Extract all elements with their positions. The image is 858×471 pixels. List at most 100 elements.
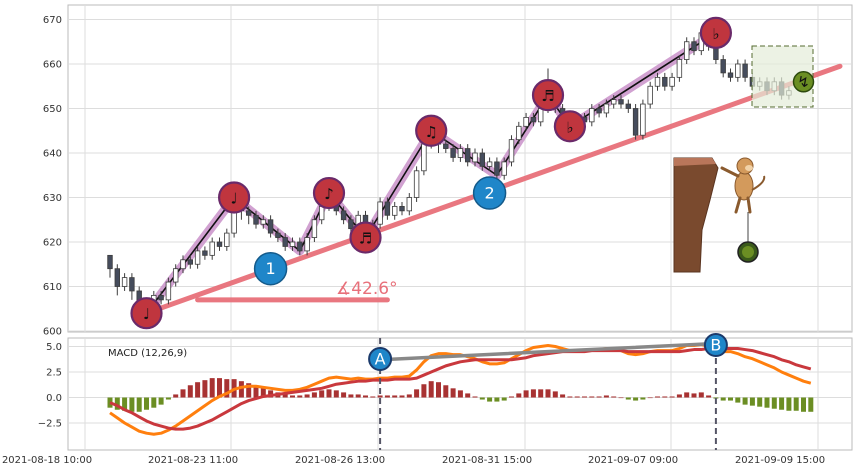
macd-histogram-bar (465, 393, 471, 398)
candle (691, 37, 697, 56)
candle (202, 246, 208, 260)
macd-histogram-bar (552, 391, 558, 398)
x-tick-label: 2021-08-23 11:00 (148, 455, 238, 466)
candle (654, 72, 661, 91)
macd-histogram-bar (326, 389, 332, 398)
candle (413, 166, 420, 202)
macd-histogram-bar (297, 395, 303, 398)
macd-histogram-bar (625, 397, 631, 400)
candle-body (494, 161, 500, 176)
macd-histogram-bar (676, 394, 682, 398)
candle-body (129, 277, 135, 292)
candle (224, 228, 230, 251)
zigzag-layer (142, 28, 721, 318)
macd-histogram-bar (158, 397, 164, 405)
candle-body (399, 205, 405, 212)
note-marker: ♪ (312, 176, 346, 210)
macd-histogram-bar (706, 395, 712, 398)
candle-body (486, 161, 493, 167)
macd-histogram-bar (662, 396, 668, 398)
x-tick-label: 2021-09-09 15:00 (735, 455, 825, 466)
note-glyph: ♪ (324, 185, 334, 203)
candle (625, 99, 631, 113)
macd-histogram-bar (611, 396, 617, 398)
note-circle (218, 181, 251, 214)
macd-histogram-bar (253, 385, 259, 398)
candle-body (691, 41, 697, 52)
macd-histogram-bar (384, 395, 390, 398)
candle (735, 59, 741, 82)
candle-body (172, 268, 179, 283)
macd-histogram-bar (268, 390, 274, 398)
macd-histogram-bar (618, 397, 624, 399)
candle (662, 72, 668, 91)
monkey-tail (751, 175, 766, 191)
candle (669, 72, 675, 91)
macd-histogram-bar (538, 389, 544, 398)
candle-body (245, 210, 252, 216)
macd-histogram-bar (392, 395, 398, 398)
price-tick-label: 670 (43, 15, 62, 26)
candle (516, 121, 522, 145)
note-glyph: ♭ (712, 25, 719, 43)
macd-histogram-bar (771, 397, 777, 409)
signal-text: B (710, 336, 721, 355)
macd-histogram-bar (720, 397, 726, 401)
macd-tick-label: −2.5 (38, 419, 62, 430)
macd-histogram-bar (122, 397, 128, 411)
monkey-icon (720, 157, 766, 263)
macd-histogram-bar (129, 397, 135, 412)
candle (596, 104, 602, 118)
candle-body (297, 241, 303, 252)
candle-body (209, 241, 215, 256)
note-marker: ♬ (349, 221, 382, 254)
candle-body (114, 268, 120, 287)
wave-marker: 1 (253, 251, 288, 286)
candle (216, 237, 223, 251)
macd-histogram-bar (669, 396, 675, 398)
macd-histogram-bar (348, 394, 354, 398)
candle (165, 277, 172, 305)
macd-histogram-bar (436, 382, 441, 398)
candle (209, 237, 215, 260)
candle-body (348, 219, 354, 230)
macd-histogram-bar (421, 384, 427, 398)
price-tick-label: 600 (43, 327, 62, 338)
candle-body (472, 152, 478, 163)
macd-histogram-bar (246, 383, 252, 398)
candle (618, 95, 624, 109)
angle-label: ∡42.6° (336, 279, 398, 299)
marker-layer: ♩ ♩ 1 ♪ ♬ ♫ 2 ♬ ♭ ♭ ↯ (130, 16, 815, 330)
macd-tick-label: 2.5 (46, 368, 62, 379)
x-axis: 2021-08-18 10:00 2021-08-23 11:00 2021-08-… (2, 455, 825, 466)
candle (494, 157, 500, 180)
candle (632, 104, 639, 140)
note-circle (130, 297, 163, 330)
macd-histogram-bar (516, 393, 522, 398)
macd-histogram-bar (735, 397, 741, 403)
macd-histogram-bar (414, 389, 420, 398)
candle-body (669, 76, 675, 87)
price-grid (67, 4, 853, 333)
macd-histogram-bar (494, 397, 500, 402)
price-panel-frame (67, 4, 853, 333)
macd-histogram-bar (377, 395, 383, 398)
macd-histogram-bar (530, 389, 536, 398)
note-circle (349, 221, 382, 254)
macd-histogram-bar (341, 392, 347, 398)
note-marker: ♭ (553, 110, 587, 143)
macd-histogram-bar (786, 397, 792, 411)
candle-body (530, 117, 537, 123)
candle-body (384, 201, 391, 216)
candle (348, 215, 354, 234)
note-glyph: ♬ (541, 87, 554, 105)
wave-marker: 2 (472, 176, 507, 210)
macd-histogram-bar (370, 396, 376, 398)
candle (245, 206, 252, 225)
candle (304, 233, 310, 256)
macd-histogram-bar (582, 396, 587, 398)
candle (450, 144, 456, 162)
hanging-ball-inner (742, 246, 754, 258)
candle-body (662, 76, 668, 87)
macd-histogram-bar (764, 397, 770, 408)
